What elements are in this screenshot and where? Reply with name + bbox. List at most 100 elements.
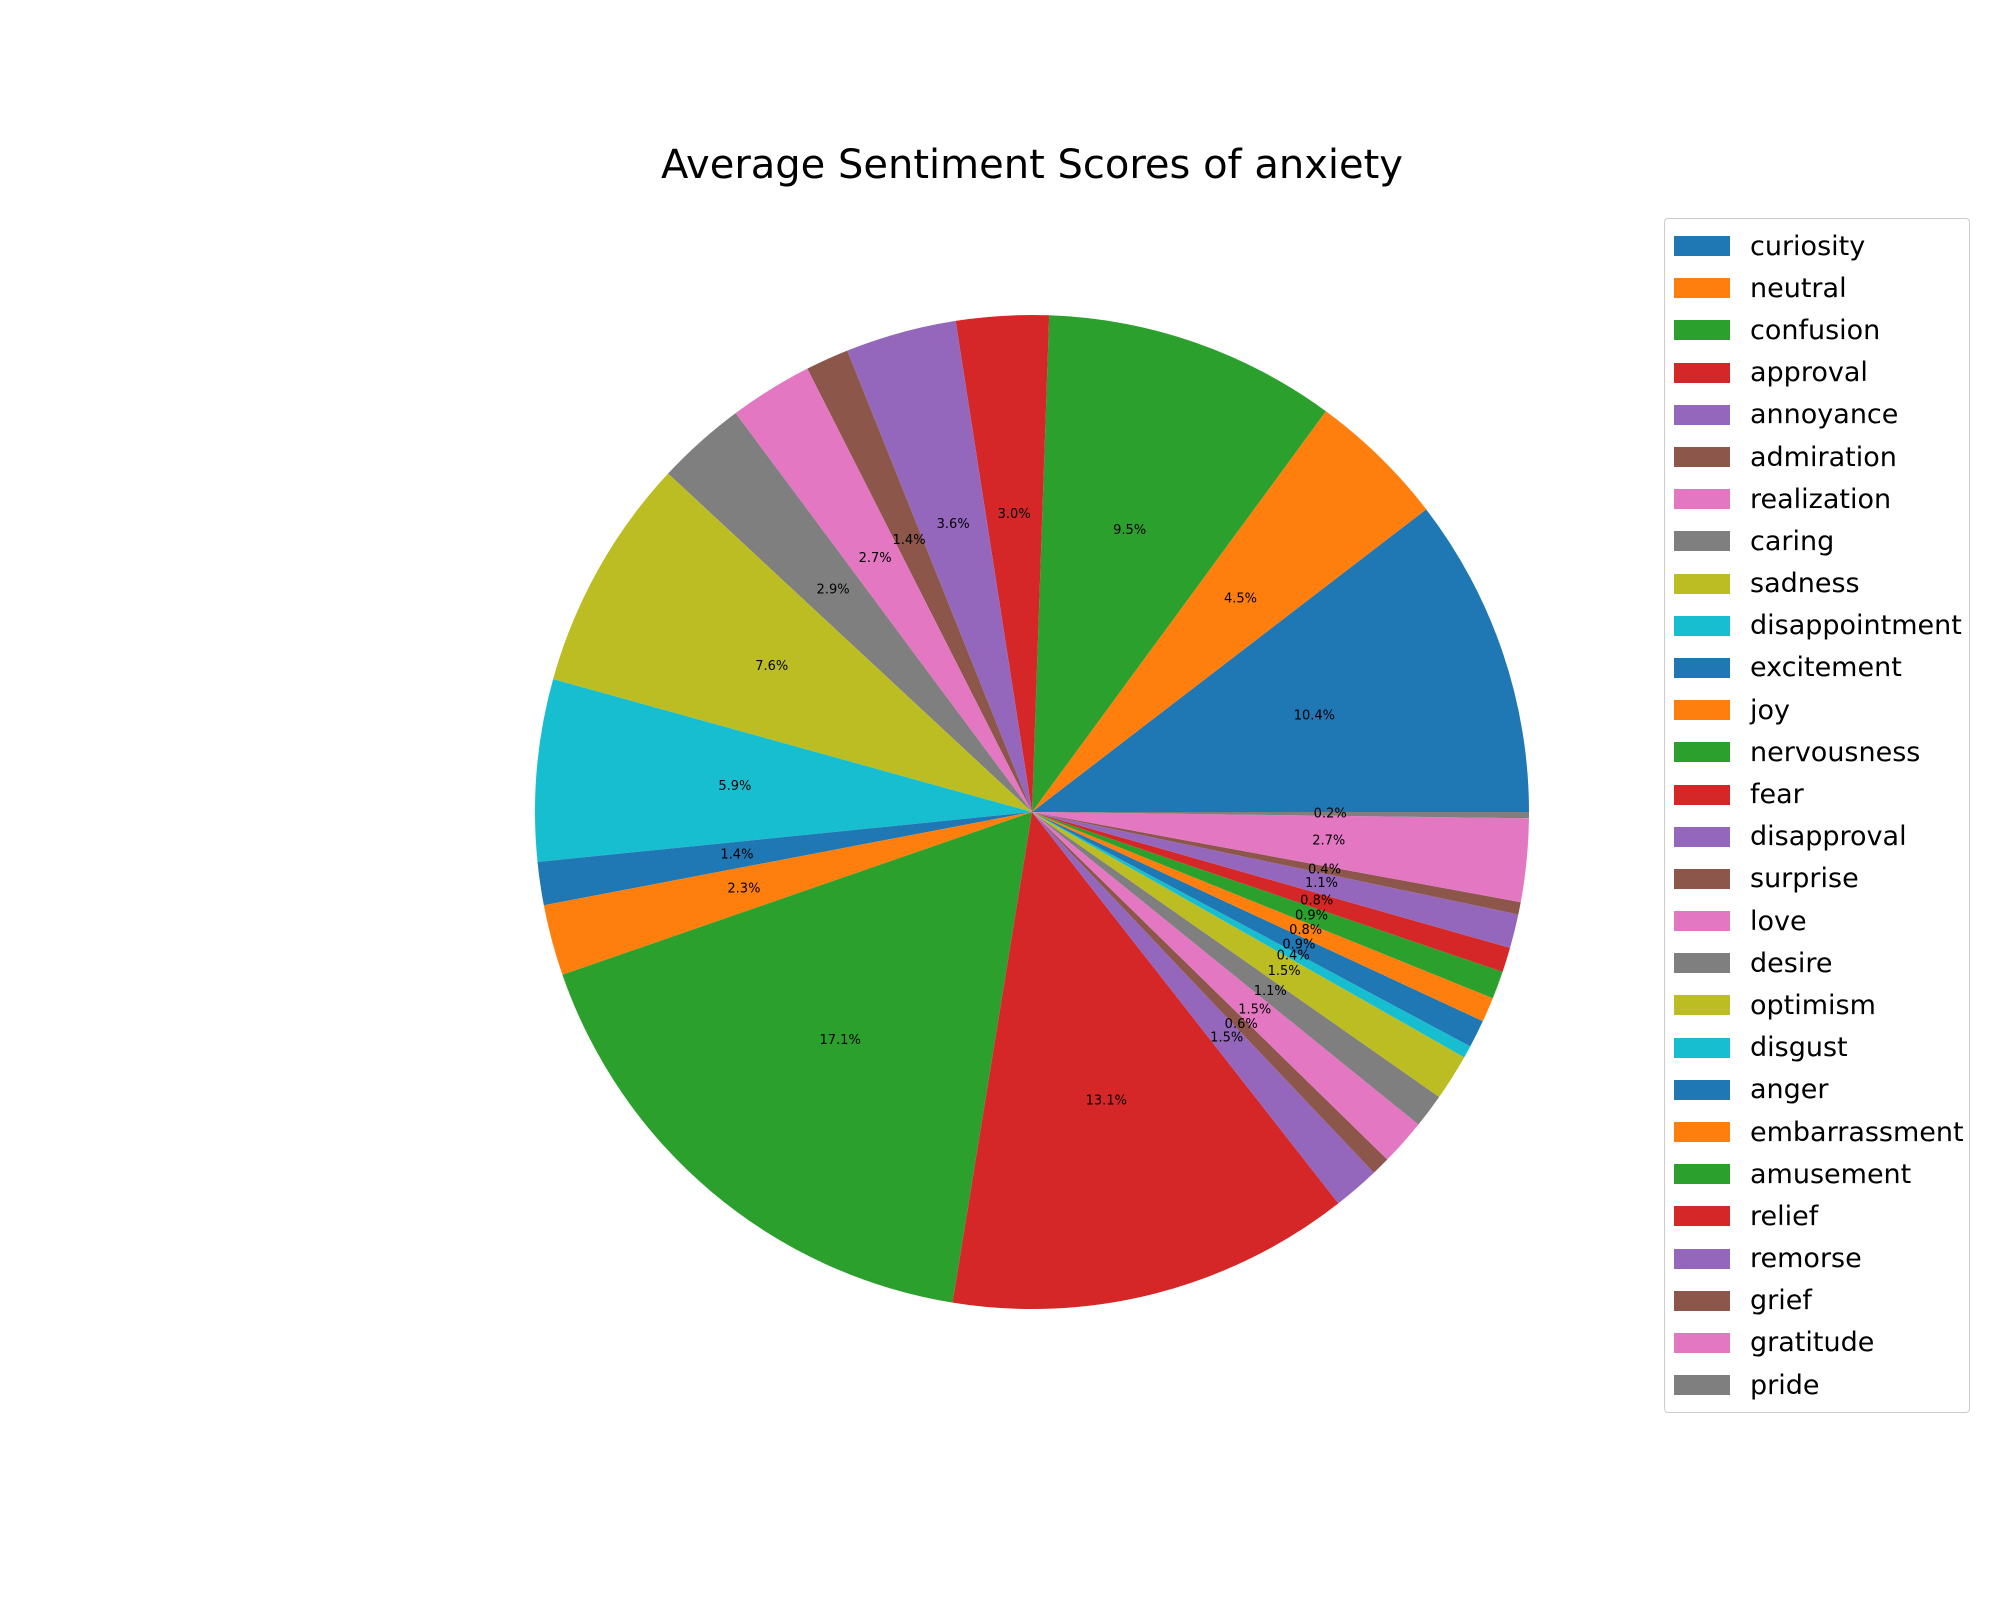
- legend-label: nervousness: [1750, 736, 1921, 768]
- legend-swatch: [1674, 447, 1730, 468]
- legend-swatch: [1674, 868, 1730, 889]
- pie-label-disapproval: 1.5%: [1210, 1030, 1243, 1045]
- pie-label-remorse: 1.1%: [1305, 876, 1338, 891]
- legend-label: neutral: [1750, 272, 1847, 304]
- legend-label: disappointment: [1750, 610, 1962, 642]
- legend-item-anger: anger: [1665, 1069, 1969, 1111]
- legend-label: realization: [1750, 483, 1892, 515]
- pie-label-optimism: 1.5%: [1268, 964, 1301, 979]
- pie-slice-remorse: [1032, 812, 1519, 948]
- legend-swatch: [1674, 531, 1730, 552]
- legend-label: embarrassment: [1750, 1116, 1964, 1148]
- legend-item-grief: grief: [1665, 1280, 1969, 1322]
- legend-label: surprise: [1750, 863, 1859, 895]
- legend-item-disapproval: disapproval: [1665, 816, 1969, 858]
- pie-slice-curiosity: [1032, 509, 1529, 812]
- pie-label-gratitude: 2.7%: [1312, 834, 1345, 849]
- pie-label-amusement: 0.9%: [1295, 908, 1328, 923]
- legend-item-optimism: optimism: [1665, 984, 1969, 1026]
- pie-slice-realization: [735, 368, 1032, 812]
- legend-swatch: [1674, 1079, 1730, 1100]
- legend-item-surprise: surprise: [1665, 858, 1969, 900]
- legend-label: gratitude: [1750, 1327, 1875, 1359]
- pie-slice-pride: [1032, 812, 1529, 819]
- legend-label: sadness: [1750, 568, 1860, 600]
- pie-label-desire: 1.1%: [1254, 984, 1287, 999]
- pie-label-curiosity: 10.4%: [1294, 709, 1335, 724]
- legend-item-sadness: sadness: [1665, 563, 1969, 605]
- legend-label: love: [1750, 905, 1807, 937]
- legend-swatch: [1674, 1290, 1730, 1311]
- legend-swatch: [1674, 236, 1730, 257]
- pie-slice-approval: [955, 315, 1050, 812]
- legend-label: disapproval: [1750, 821, 1907, 853]
- legend-swatch: [1674, 742, 1730, 763]
- legend-swatch: [1674, 700, 1730, 721]
- legend-swatch: [1674, 1248, 1730, 1269]
- pie-label-realization: 2.7%: [859, 551, 892, 566]
- pie-slice-relief: [1032, 812, 1511, 972]
- pie-slice-optimism: [1032, 812, 1465, 1097]
- legend-item-amusement: amusement: [1665, 1153, 1969, 1195]
- pie-label-joy: 2.3%: [727, 882, 760, 897]
- legend-label: admiration: [1750, 441, 1897, 473]
- legend-label: curiosity: [1750, 230, 1866, 262]
- legend-swatch: [1674, 615, 1730, 636]
- legend-item-curiosity: curiosity: [1665, 225, 1969, 267]
- legend: curiosity neutral confusion approval annoyan…: [1664, 218, 1970, 1414]
- pie-label-excitement: 1.4%: [720, 848, 753, 863]
- legend-swatch: [1674, 826, 1730, 847]
- pie-slice-nervousness: [562, 812, 1032, 1303]
- legend-label: relief: [1750, 1200, 1819, 1232]
- legend-item-caring: caring: [1665, 520, 1969, 562]
- legend-item-desire: desire: [1665, 942, 1969, 984]
- legend-swatch: [1674, 911, 1730, 932]
- legend-swatch: [1674, 573, 1730, 594]
- legend-swatch: [1674, 1375, 1730, 1396]
- legend-item-love: love: [1665, 900, 1969, 942]
- pie-label-love: 1.5%: [1238, 1003, 1271, 1018]
- legend-item-joy: joy: [1665, 689, 1969, 731]
- pie-slice-admiration: [807, 350, 1032, 812]
- legend-swatch: [1674, 1164, 1730, 1185]
- pie-label-nervousness: 17.1%: [820, 1033, 861, 1048]
- chart-title: Average Sentiment Scores of anxiety: [661, 142, 1403, 188]
- legend-swatch: [1674, 320, 1730, 341]
- pie-label-confusion: 9.5%: [1113, 523, 1146, 538]
- pie-slice-confusion: [1032, 315, 1326, 812]
- legend-label: disgust: [1750, 1032, 1848, 1064]
- pie-slice-joy: [543, 812, 1032, 975]
- pie-label-sadness: 7.6%: [755, 659, 788, 674]
- pie-label-fear: 13.1%: [1086, 1093, 1127, 1108]
- pie-slice-gratitude: [1032, 812, 1529, 903]
- legend-label: desire: [1750, 947, 1833, 979]
- legend-label: grief: [1750, 1285, 1812, 1317]
- legend-item-admiration: admiration: [1665, 436, 1969, 478]
- pie-slice-disgust: [1032, 812, 1471, 1058]
- legend-item-approval: approval: [1665, 352, 1969, 394]
- pie-slice-anger: [1032, 812, 1483, 1047]
- legend-item-fear: fear: [1665, 773, 1969, 815]
- pie-label-approval: 3.0%: [998, 507, 1031, 522]
- pie-slice-grief: [1032, 812, 1521, 915]
- legend-item-neutral: neutral: [1665, 267, 1969, 309]
- pie-slice-disapproval: [1032, 812, 1374, 1204]
- pie-label-embarrassment: 0.8%: [1289, 923, 1322, 938]
- legend-label: approval: [1750, 357, 1868, 389]
- legend-item-embarrassment: embarrassment: [1665, 1111, 1969, 1153]
- pie-slice-neutral: [1032, 411, 1427, 812]
- legend-item-annoyance: annoyance: [1665, 394, 1969, 436]
- legend-label: amusement: [1750, 1158, 1912, 1190]
- legend-swatch: [1674, 784, 1730, 805]
- legend-label: pride: [1750, 1369, 1820, 1401]
- pie-label-neutral: 4.5%: [1224, 591, 1257, 606]
- pie-slice-surprise: [1032, 812, 1388, 1173]
- legend-label: fear: [1750, 779, 1804, 811]
- legend-swatch: [1674, 995, 1730, 1016]
- legend-swatch: [1674, 1037, 1730, 1058]
- pie-label-relief: 0.8%: [1300, 893, 1333, 908]
- legend-item-realization: realization: [1665, 478, 1969, 520]
- pie-label-disgust: 0.4%: [1277, 948, 1310, 963]
- legend-swatch: [1674, 362, 1730, 383]
